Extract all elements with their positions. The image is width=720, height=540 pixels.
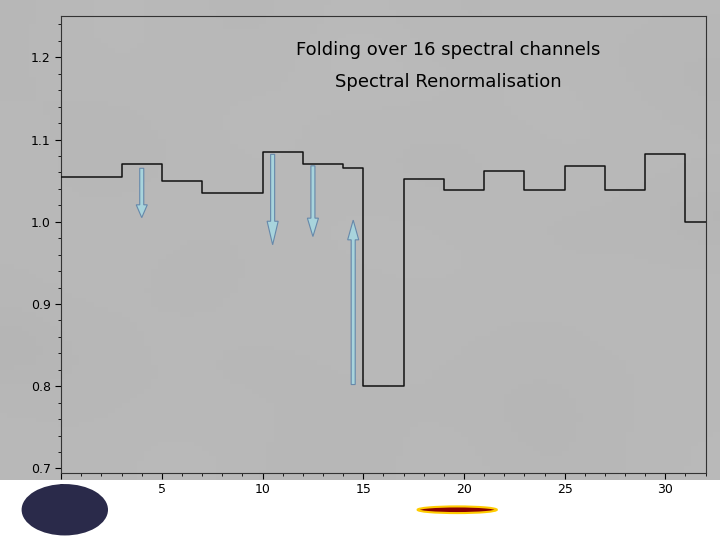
FancyArrow shape <box>307 166 318 237</box>
Text: Darren Baskill: Darren Baskill <box>140 489 251 503</box>
Text: Timing mode spectral correction: Timing mode spectral correction <box>148 517 351 530</box>
FancyArrow shape <box>136 168 148 218</box>
Text: Leicester: Leicester <box>500 511 623 535</box>
FancyArrow shape <box>348 220 359 384</box>
Text: University: University <box>500 492 570 506</box>
Circle shape <box>418 507 497 513</box>
Text: Folding over 16 spectral channels: Folding over 16 spectral channels <box>296 41 600 59</box>
Text: Spectral Renormalisation: Spectral Renormalisation <box>335 73 561 91</box>
Ellipse shape <box>22 484 108 536</box>
Text: of: of <box>536 492 550 506</box>
FancyArrow shape <box>267 154 278 245</box>
